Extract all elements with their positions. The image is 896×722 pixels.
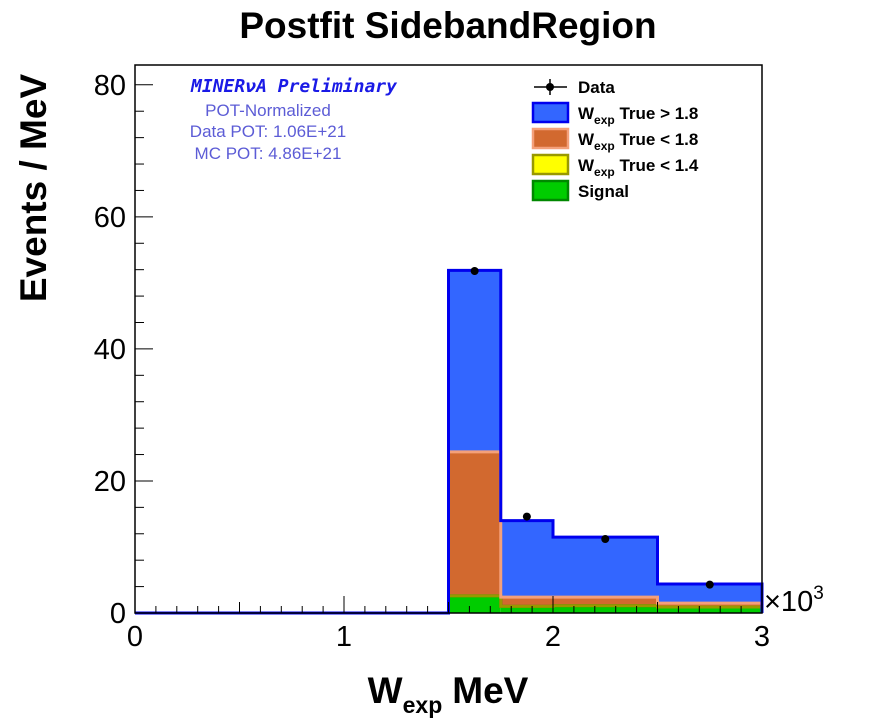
y-tick-label: 60 <box>94 202 126 234</box>
data-point <box>522 512 531 521</box>
y-tick-label: 40 <box>94 334 126 366</box>
x-tick-label: 0 <box>127 621 143 653</box>
bar-wlt18-bin-2 <box>500 597 553 607</box>
y-tick-label: 0 <box>110 598 126 630</box>
legend-label-data: Data <box>578 78 615 97</box>
x-axis-multiplier: ×103 <box>764 583 824 618</box>
legend-label-wlt18: Wexp True < 1.8 <box>578 130 698 153</box>
legend-marker-data <box>546 83 554 91</box>
experiment-label: MINERνA Preliminary <box>190 76 398 97</box>
chart-title: Postfit SidebandRegion <box>239 5 656 46</box>
x-axis-label-main: W <box>368 670 403 711</box>
legend-label-wlt14-main: W <box>578 156 595 175</box>
legend-item-signal: Signal <box>531 179 629 202</box>
y-tick-label: 20 <box>94 466 126 498</box>
x-axis-label-sub: exp <box>403 692 443 718</box>
legend-label-wgt18-rest: True > 1.8 <box>615 104 699 123</box>
legend-swatch-wlt18 <box>531 127 570 150</box>
legend-swatch-wgt18 <box>531 101 570 124</box>
data-point <box>601 535 610 544</box>
bar-signal-bin-2 <box>500 606 553 613</box>
legend-item-wlt18: Wexp True < 1.8 <box>531 127 698 153</box>
annotation-data-pot: Data POT: 1.06E+21 <box>190 122 346 141</box>
bar-wlt18-bin-1 <box>448 451 501 596</box>
bar-wgt18-bin-3 <box>553 537 658 598</box>
bar-signal-bin-4 <box>657 607 762 613</box>
x-tick-label: 1 <box>336 621 352 653</box>
x-axis-multiplier-exp: 3 <box>813 583 824 604</box>
x-axis-multiplier-base: ×10 <box>764 586 813 618</box>
bar-wlt18-bin-4 <box>657 603 762 608</box>
legend-label-wlt18-sub: exp <box>594 139 615 153</box>
legend-label-wlt14-rest: True < 1.4 <box>615 156 699 175</box>
legend-label-wgt18-sub: exp <box>594 113 615 127</box>
x-tick-label: 2 <box>545 621 561 653</box>
bar-signal-bin-1 <box>448 595 501 613</box>
x-axis-label: Wexp MeV <box>368 670 529 718</box>
x-tick-label: 3 <box>754 621 770 653</box>
annotation-mc-pot: MC POT: 4.86E+21 <box>195 144 342 163</box>
y-axis-label: Events / MeV <box>13 74 54 303</box>
bar-wlt18-bin-3 <box>553 597 658 606</box>
y-tick-label: 80 <box>94 70 126 102</box>
legend-swatch-wlt14 <box>531 153 570 176</box>
annotation-pot-normalized: POT-Normalized <box>205 101 331 120</box>
legend-item-data: Data <box>534 78 615 97</box>
legend-label-wgt18: Wexp True > 1.8 <box>578 104 698 127</box>
legend-swatch-signal <box>531 179 570 202</box>
data-points <box>470 266 714 589</box>
outline-wgt18 <box>135 268 764 615</box>
legend-label-wlt14: Wexp True < 1.4 <box>578 156 699 179</box>
bar-signal-bin-3 <box>553 605 658 613</box>
data-point <box>470 266 479 275</box>
bar-wgt18-bin-1 <box>448 270 501 452</box>
axes: 0 1 2 3 0 20 40 60 80 <box>94 64 770 653</box>
stacked-bars <box>135 268 764 615</box>
legend-label-wlt18-rest: True < 1.8 <box>615 130 699 149</box>
bar-wgt18-bin-2 <box>500 520 553 598</box>
bar-wgt18-bin-4 <box>657 583 762 604</box>
legend-label-wlt18-main: W <box>578 130 595 149</box>
data-point <box>705 580 714 589</box>
legend: Data Wexp True > 1.8 Wexp True < 1.8 Wex… <box>531 78 699 202</box>
legend-item-wgt18: Wexp True > 1.8 <box>531 101 698 127</box>
legend-item-wlt14: Wexp True < 1.4 <box>531 153 699 179</box>
legend-label-wlt14-sub: exp <box>594 165 615 179</box>
legend-label-signal: Signal <box>578 182 629 201</box>
x-axis-label-unit: MeV <box>452 670 528 711</box>
legend-label-wgt18-main: W <box>578 104 595 123</box>
